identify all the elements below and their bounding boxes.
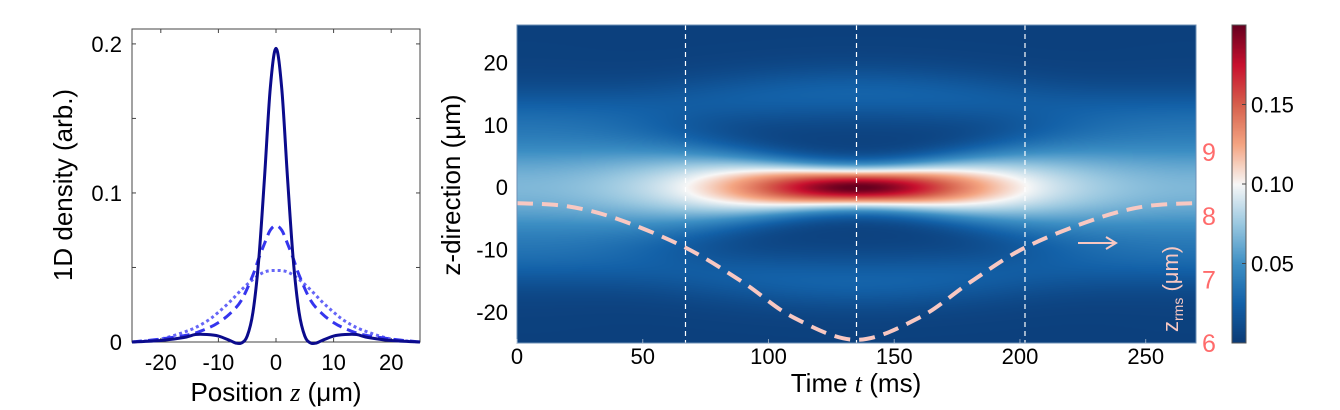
right-ytick-label: 0 [496,175,508,200]
colorbar-tick-label: 0.05 [1251,252,1294,277]
left-xtick-label: 10 [321,350,345,375]
left-axes-frame [131,28,421,343]
left-xtick-label: 20 [379,350,403,375]
zrms-tick-label: 9 [1202,139,1216,167]
zrms-tick-label: 7 [1202,266,1216,294]
right-ytick-label: -20 [476,300,508,325]
left-xlabel-var: z [289,378,300,407]
zrms-tick-label: 8 [1202,203,1216,231]
left-ytick-label: 0.2 [91,32,122,57]
right-xlabel: Time t (ms) [791,368,921,398]
left-xtick-label: 0 [270,350,282,375]
zrms-label-sub: rms [1170,298,1186,321]
left-ytick-label: 0 [110,330,122,355]
right-ylabel: z-direction (μm) [436,94,466,275]
left-xlabel: Position z (μm) [190,377,361,407]
right-xtick-label: 200 [1002,344,1039,369]
left-xtick-label: -20 [145,350,177,375]
series-solid [132,46,420,346]
right-axes-frame [516,24,1197,344]
left-xlabel-prefix: Position [190,377,290,407]
right-xtick-label: 0 [511,344,523,369]
left-xlabel-unit: (μm) [300,377,361,407]
zrms-tick-label: 6 [1202,330,1216,358]
right-xtick-label: 50 [630,344,654,369]
right-xlabel-unit: (ms) [862,368,921,398]
zrms-curve [516,201,1197,342]
right-xtick-label: 250 [1127,344,1164,369]
right-ytick-label: 10 [484,113,508,138]
right-xlabel-var: t [855,369,863,398]
series-dashed [132,224,420,344]
right-ytick-label: 20 [484,50,508,75]
right-xtick-label: 100 [750,344,787,369]
arrow-right-icon [1078,236,1118,250]
colorbar-tick-label: 0.15 [1251,93,1294,118]
right-xtick-label: 150 [876,344,913,369]
right-xlabel-prefix: Time [791,368,855,398]
right-ytick-label: -10 [476,237,508,262]
zrms-label: zrms (μm) [1158,246,1186,332]
zrms-label-main: z [1158,321,1183,332]
left-ytick-label: 0.1 [91,181,122,206]
left-ylabel: 1D density (arb.) [48,89,78,281]
left-xtick-label: -10 [203,350,235,375]
zrms-label-unit: (μm) [1158,246,1183,298]
colorbar-tick-label: 0.10 [1251,172,1294,197]
series-dotted [132,268,420,344]
